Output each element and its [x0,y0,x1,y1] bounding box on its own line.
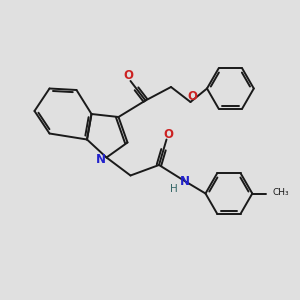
Text: O: O [187,90,197,103]
Text: CH₃: CH₃ [272,188,289,197]
Text: O: O [123,69,133,82]
Text: H: H [170,184,178,194]
Text: O: O [163,128,173,141]
Text: N: N [96,153,106,167]
Text: N: N [179,175,190,188]
